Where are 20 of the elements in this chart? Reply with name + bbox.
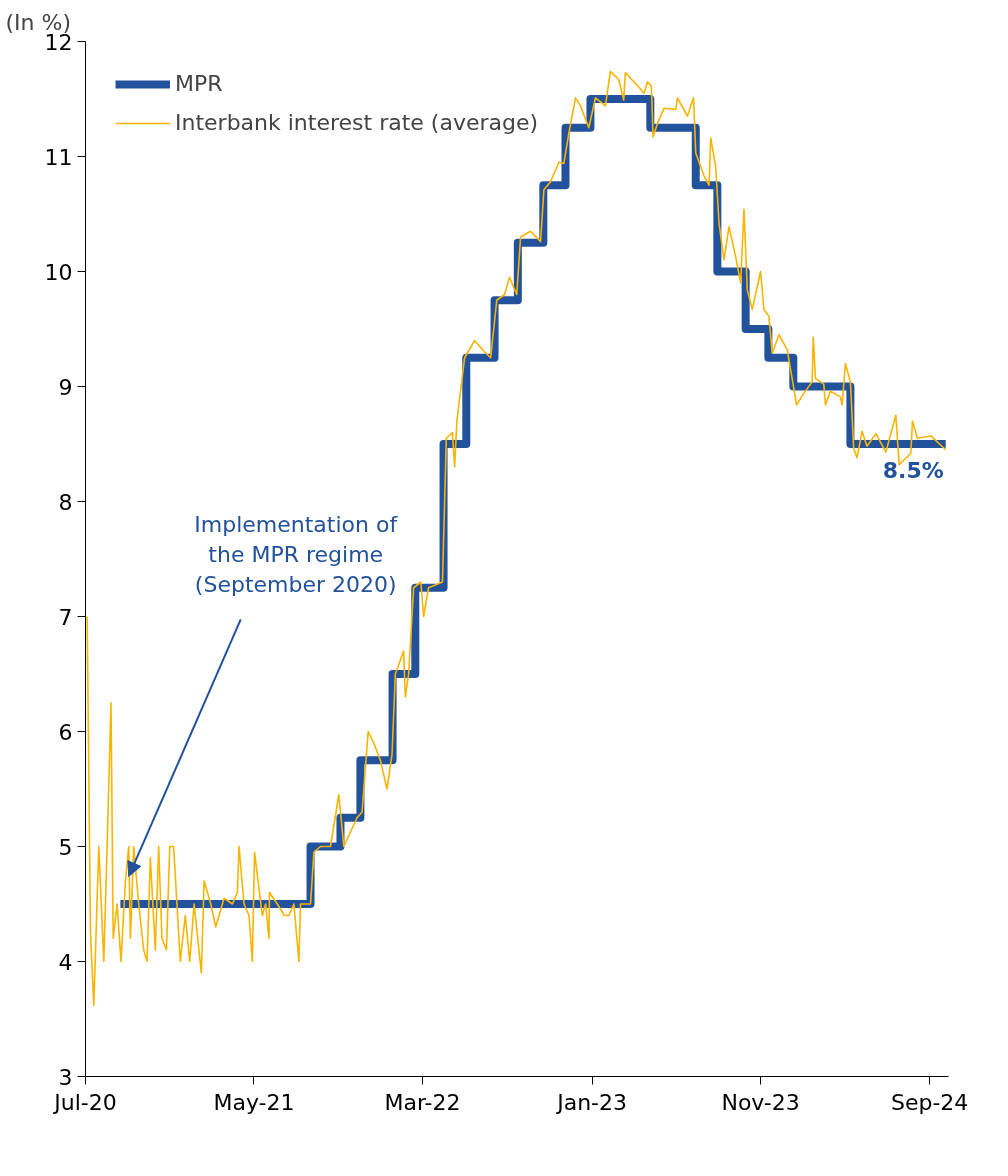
- x-tick-label: Jan-23: [555, 1089, 628, 1115]
- x-tick-label: Jul-20: [52, 1089, 117, 1115]
- line-series: [86, 70, 947, 1006]
- legend-label: Interbank interest rate (average): [175, 110, 539, 135]
- x-tick-label: Sep-24: [890, 1089, 969, 1115]
- y-tick-label: 3: [58, 1064, 73, 1090]
- y-tick-label: 6: [58, 719, 73, 745]
- y-tick-label: 9: [58, 374, 73, 400]
- y-tick-label: 5: [58, 834, 73, 860]
- x-tick-label: Mar-22: [384, 1089, 461, 1115]
- legend-label: MPR: [175, 71, 223, 96]
- y-tick-label: 8: [58, 489, 73, 515]
- y-tick-label: 4: [58, 949, 73, 975]
- y-tick-label: 7: [58, 604, 73, 630]
- x-tick-label: Nov-23: [721, 1089, 800, 1115]
- x-tick-label: May-21: [213, 1089, 295, 1115]
- y-tick-label: 10: [44, 259, 73, 285]
- y-tick-label: 11: [44, 144, 73, 170]
- annotation: 8.5%: [882, 458, 944, 483]
- annotation: Implementation of the MPR regime (September 2020): [194, 512, 399, 598]
